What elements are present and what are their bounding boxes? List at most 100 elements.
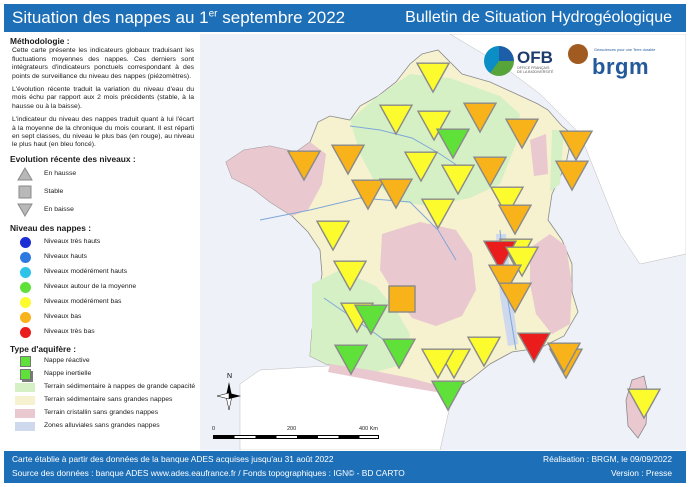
aquifer-legend-item: Terrain sédimentaire sans grandes nappes [4,394,200,407]
aquifer-indicator-rhone-1 [497,204,533,236]
logos-area: OFB OFFICE FRANÇAIS DE LA BIODIVERSITÉ G… [484,40,682,88]
trend-legend-rising: En hausse [4,165,200,183]
level-label: Niveaux modérément bas [44,297,122,305]
aquifer-indicator-poitou-1 [315,220,351,252]
aquifer-indicator-rhone-3 [504,246,540,278]
trend-legend-falling: En baisse [4,201,200,219]
ofb-logo: OFB OFFICE FRANÇAIS DE LA BIODIVERSITÉ [484,46,553,76]
trend-label-falling: En baisse [44,206,74,214]
aquifer-indicator-languedoc-2 [466,336,502,368]
aquifer-indicator-haut-de-france-1 [415,62,451,94]
aquifer-label: Terrain cristallin sans grandes nappes [44,409,159,417]
aquifer-indicator-bretagne-1 [286,150,322,182]
aquifer-square-icon [19,356,31,368]
aquifer-indicator-centre-3 [440,164,476,196]
north-arrow: N [214,370,244,416]
methodology-paragraph-2: L'évolution récente traduit la variation… [12,86,194,110]
level-dot-icon [19,296,31,308]
aquifer-indicator-corse-1 [626,388,662,420]
footer-banner: Carte établie à partir des données de la… [4,451,686,483]
level-legend-item: Niveaux très hauts [4,235,200,250]
trend-label-rising: En hausse [44,170,77,178]
scale-label-200: 200 [287,426,297,432]
square-icon [18,185,32,199]
aquifer-indicator-alsace-1 [558,130,594,162]
aquifer-indicator-limousin-1 [388,285,416,313]
brgm-tagline: Géosciences pour une Terre durable [594,48,656,52]
footer-source: Source des données : banque ADES www.ade… [12,468,405,478]
aquifer-indicator-centre-1 [378,178,414,210]
methodology-paragraph-3: L'indicateur du niveau des nappes tradui… [12,116,194,149]
aquifer-legend-item: Terrain cristallin sans grandes nappes [4,407,200,420]
level-legend-item: Niveaux modérément bas [4,295,200,310]
aquifer-indicator-bourgogne-2 [489,186,525,218]
france-map [225,34,686,450]
aquifer-indicator-provence-1 [516,332,552,364]
trend-label-stable: Stable [44,188,64,196]
aquifer-indicator-centre-2 [403,151,439,183]
aquifer-indicator-bourgogne-3 [420,198,456,230]
level-legend-item: Niveaux hauts [4,250,200,265]
triangle-up-icon [17,167,33,181]
terrain-swatch-icon [15,409,35,419]
aquifer-indicator-aquitaine-3 [333,344,369,376]
vosges [530,134,548,176]
aquifer-indicator-bourgogne-1 [472,156,508,188]
level-dot-icon [19,281,31,293]
footer-version: Version : Presse [611,468,672,478]
bulletin-subtitle: Bulletin de Situation Hydrogéologique [405,9,672,26]
aquifer-label: Nappe inertielle [44,370,92,378]
legend-panel: Méthodologie : Cette carte présente les … [4,34,200,450]
aquifer-legend-item: Terrain sédimentaire à nappes de grande … [4,381,200,394]
scale-label-0: 0 [212,426,216,432]
triangle-down-icon [17,203,33,218]
level-dot-icon [19,326,31,338]
scale-label-400: 400 Km [359,426,378,432]
level-legend-item: Niveaux très bas [4,325,200,340]
ofb-emblem-icon [484,46,514,76]
header-banner: Situation des nappes au 1er septembre 20… [4,4,686,32]
level-dot-icon [19,251,31,263]
north-label: N [227,373,232,380]
neighbor-countries [449,34,686,265]
methodology-heading: Méthodologie : [10,36,70,46]
footer-data-note: Carte établie à partir des données de la… [12,454,334,464]
aquifer-indicator-lorraine-1 [504,118,540,150]
aquifer-indicator-alsace-2 [554,160,590,192]
level-label: Niveaux autour de la moyenne [44,282,137,290]
level-dot-icon [19,236,31,248]
aquifer-indicator-normandie-2 [330,144,366,176]
level-label: Niveaux modérément hauts [44,267,128,275]
aquifer-label: Terrain sédimentaire sans grandes nappes [44,396,173,404]
compass-icon: N [216,373,241,411]
map-area [200,34,686,450]
alps [530,234,572,334]
methodology-paragraph-1: Cette carte présente les indicateurs glo… [12,47,194,80]
aquifer-indicator-gard-1 [420,348,456,380]
level-legend-item: Niveaux bas [4,310,200,325]
aquifer-indicator-ile-de-france-1 [416,110,452,142]
aquifer-label: Terrain sédimentaire à nappes de grande … [44,383,196,391]
footer-realisation: Réalisation : BRGM, le 09/09/2022 [543,454,672,464]
seine-river [349,125,471,175]
aquifer-square-icon [19,369,31,381]
aquifer-indicator-roussillon-1 [430,380,466,412]
aquifer-indicator-aquitaine-2 [353,304,389,336]
level-dot-icon [19,311,31,323]
level-label: Niveaux très bas [44,327,95,335]
level-label: Niveaux hauts [44,252,88,260]
aquifer-indicator-provence-2 [546,342,582,374]
aquifer-indicator-rhone-5 [497,282,533,314]
terrain-swatch-icon [15,396,35,406]
ofb-sub-1: OFFICE FRANÇAIS [517,65,550,70]
aquifer-legend-heading: Type d'aquifère : [10,343,77,354]
level-legend-item: Niveaux autour de la moyenne [4,280,200,295]
trend-legend-stable: Stable [4,183,200,201]
brgm-emblem-icon [568,44,588,64]
ofb-sub-2: DE LA BIODIVERSITÉ [517,69,554,74]
aquifer-indicator-normandie-1 [378,104,414,136]
ofb-name: OFB [517,47,553,67]
terrain-swatch-icon [15,422,35,432]
trend-legend-heading: Evolution récente des niveaux : [10,153,136,164]
terrain-swatch-icon [15,383,35,393]
